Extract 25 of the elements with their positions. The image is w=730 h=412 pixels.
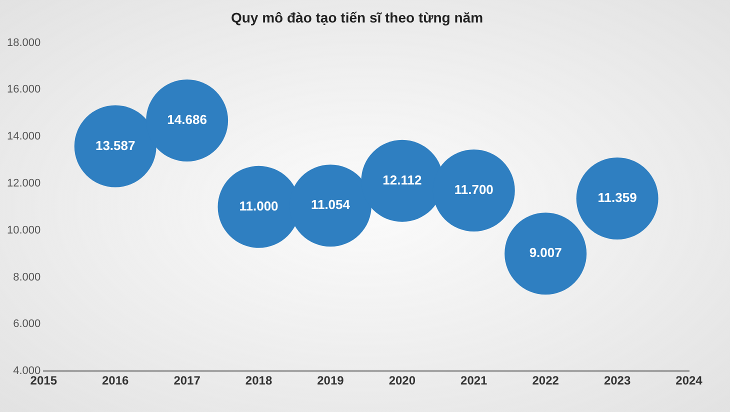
y-tick-label: 14.000 [6,130,41,143]
y-tick-label: 18.000 [6,36,41,49]
data-label: 11.359 [598,190,637,206]
y-tick-label: 10.000 [6,224,41,236]
x-tick-label: 2022 [532,374,560,388]
y-tick-label: 12.000 [6,177,41,190]
data-label: 12.112 [382,172,422,188]
chart-title: Quy mô đào tạo tiến sĩ theo từng năm [230,9,484,26]
data-label: 13.587 [95,138,136,153]
x-tick-label: 2017 [174,374,201,388]
data-label: 11.700 [454,182,494,198]
y-tick-label: 6.000 [13,318,41,330]
y-tick-label: 16.000 [6,84,41,96]
data-label: 11.000 [239,198,278,214]
x-tick-label: 2019 [317,374,344,388]
x-tick-label: 2023 [604,374,631,388]
x-tick-label: 2024 [676,374,703,388]
x-tick-label: 2020 [388,374,416,388]
data-label: 14.686 [167,112,207,128]
data-label: 11.054 [310,197,351,212]
x-tick-label: 2021 [460,374,488,388]
x-tick-label: 2016 [102,374,130,388]
x-tick-label: 2018 [245,374,272,388]
data-label: 9.007 [529,245,562,260]
y-tick-label: 8.000 [13,271,41,284]
